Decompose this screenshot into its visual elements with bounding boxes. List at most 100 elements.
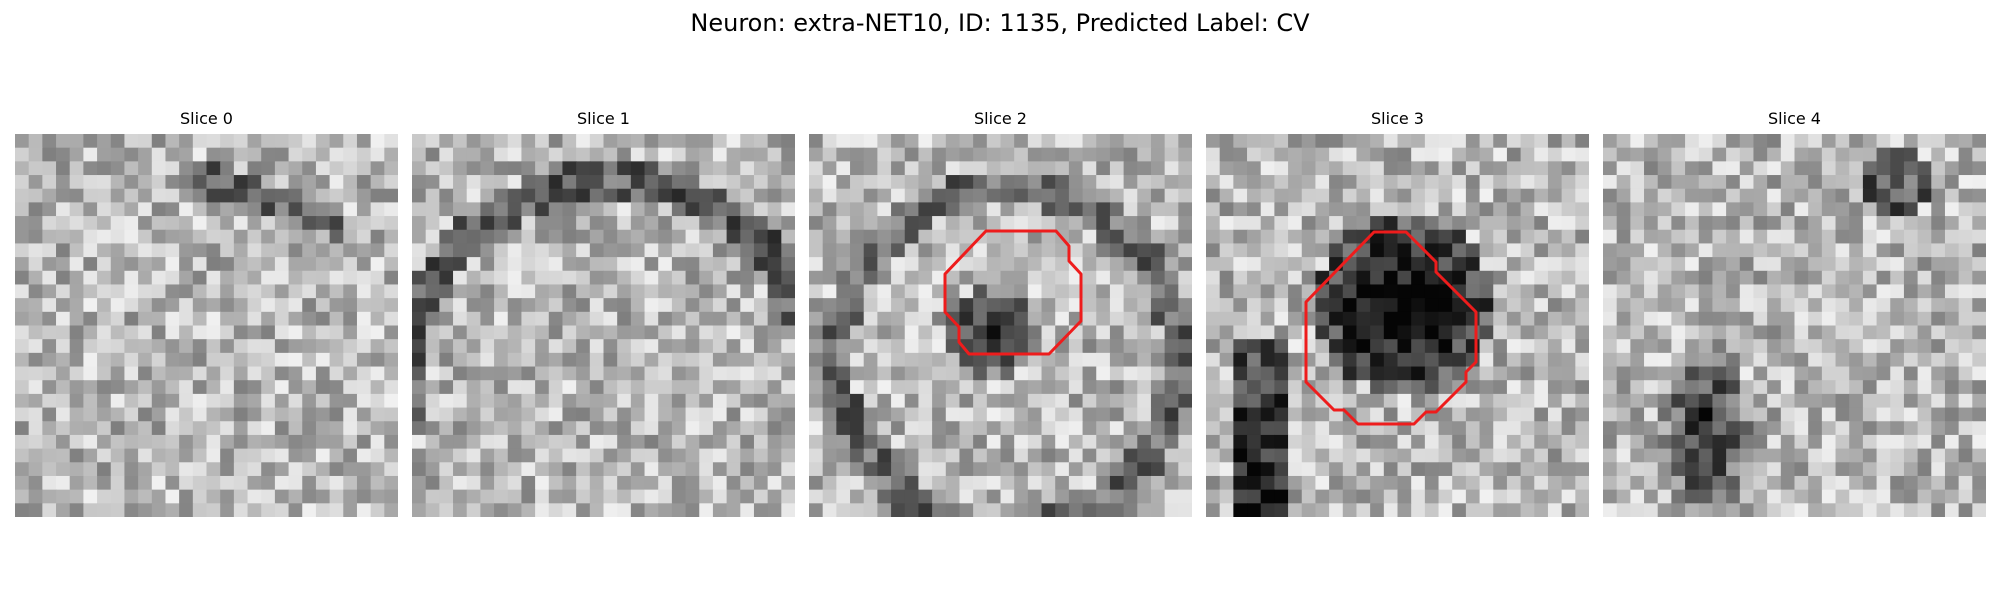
pixel-cell xyxy=(507,475,523,491)
pixel-cell xyxy=(850,284,865,299)
pixel-cell xyxy=(1890,462,1905,477)
pixel-cell xyxy=(1944,161,1960,176)
pixel-cell xyxy=(1616,366,1631,381)
pixel-cell xyxy=(110,462,126,477)
pixel-cell xyxy=(521,298,536,313)
pixel-cell xyxy=(1835,325,1850,340)
pixel-cell xyxy=(1903,434,1919,450)
pixel-cell xyxy=(685,202,700,217)
pixel-cell xyxy=(1534,175,1549,190)
pixel-cell xyxy=(658,380,673,395)
pixel-cell xyxy=(1767,284,1782,299)
pixel-cell xyxy=(1739,325,1755,340)
pixel-cell xyxy=(1342,393,1358,409)
pixel-cell xyxy=(1274,202,1289,217)
pixel-cell xyxy=(1506,407,1522,422)
pixel-cell xyxy=(151,421,167,436)
pixel-cell xyxy=(1342,311,1358,327)
pixel-cell xyxy=(576,407,591,422)
pixel-cell xyxy=(1493,175,1508,190)
pixel-cell xyxy=(576,243,591,258)
pixel-cell xyxy=(767,475,782,491)
pixel-cell xyxy=(1465,270,1481,286)
pixel-cell xyxy=(1206,270,1221,286)
pixel-cell xyxy=(1315,216,1330,231)
pixel-cell xyxy=(863,475,878,491)
pixel-cell xyxy=(384,366,398,381)
pixel-cell xyxy=(535,380,550,395)
pixel-cell xyxy=(1903,462,1919,477)
pixel-cell xyxy=(261,257,276,272)
pixel-cell xyxy=(28,352,43,368)
pixel-cell xyxy=(247,216,262,231)
pixel-cell xyxy=(206,462,221,477)
pixel-cell xyxy=(1123,134,1138,149)
pixel-cell xyxy=(767,134,782,149)
pixel-cell xyxy=(1164,366,1179,381)
pixel-cell xyxy=(192,216,208,231)
pixel-cell xyxy=(1506,243,1522,258)
slice-title-1: Slice 1 xyxy=(577,109,630,128)
pixel-cell xyxy=(1164,147,1179,162)
pixel-cell xyxy=(945,284,961,299)
pixel-cell xyxy=(1219,407,1234,422)
pixel-cell xyxy=(891,366,906,381)
pixel-cell xyxy=(1383,325,1399,340)
pixel-cell xyxy=(192,339,208,354)
pixel-cell xyxy=(685,407,700,422)
pixel-cell xyxy=(1780,393,1796,409)
pixel-cell xyxy=(329,311,344,327)
pixel-cell xyxy=(494,380,509,395)
pixel-cell xyxy=(904,257,920,272)
pixel-cell xyxy=(97,284,112,299)
pixel-cell xyxy=(1575,489,1589,504)
pixel-cell xyxy=(1452,489,1467,504)
pixel-cell xyxy=(562,366,577,381)
pixel-cell xyxy=(412,216,427,231)
pixel-cell xyxy=(1041,134,1056,149)
pixel-cell xyxy=(1671,284,1686,299)
pixel-cell xyxy=(1780,325,1796,340)
pixel-cell xyxy=(1890,339,1905,354)
pixel-cell xyxy=(1452,134,1467,149)
pixel-cell xyxy=(1821,366,1837,381)
pixel-cell xyxy=(1739,339,1755,354)
pixel-cell xyxy=(1206,325,1221,340)
pixel-cell xyxy=(466,489,481,504)
pixel-cell xyxy=(1014,175,1029,190)
pixel-cell xyxy=(1178,188,1192,203)
pixel-cell xyxy=(1301,448,1317,463)
pixel-cell xyxy=(261,229,276,245)
pixel-cell xyxy=(1944,134,1960,149)
pixel-cell xyxy=(548,325,564,340)
pixel-cell xyxy=(1808,393,1823,409)
pixel-cell xyxy=(1000,147,1015,162)
pixel-cell xyxy=(1534,202,1549,217)
pixel-cell xyxy=(356,284,372,299)
pixel-cell xyxy=(932,216,947,231)
pixel-cell xyxy=(1534,216,1549,231)
pixel-cell xyxy=(138,366,153,381)
pixel-cell xyxy=(809,380,824,395)
pixel-cell xyxy=(1014,161,1029,176)
pixel-cell xyxy=(1178,462,1192,477)
pixel-cell xyxy=(973,202,988,217)
pixel-cell xyxy=(1150,216,1166,231)
pixel-cell xyxy=(1342,284,1358,299)
pixel-cell xyxy=(56,216,71,231)
pixel-cell xyxy=(1506,366,1522,381)
pixel-cell xyxy=(1055,270,1070,286)
pixel-cell xyxy=(1342,462,1358,477)
pixel-cell xyxy=(1630,134,1645,149)
pixel-cell xyxy=(1342,352,1358,368)
pixel-cell xyxy=(863,188,878,203)
pixel-cell xyxy=(1356,147,1371,162)
pixel-cell xyxy=(1493,407,1508,422)
pixel-cell xyxy=(1931,339,1946,354)
pixel-cell xyxy=(1479,147,1494,162)
pixel-cell xyxy=(891,257,906,272)
pixel-cell xyxy=(1616,475,1631,491)
pixel-cell xyxy=(1712,229,1727,245)
pixel-cell xyxy=(644,284,659,299)
pixel-cell xyxy=(1082,380,1097,395)
